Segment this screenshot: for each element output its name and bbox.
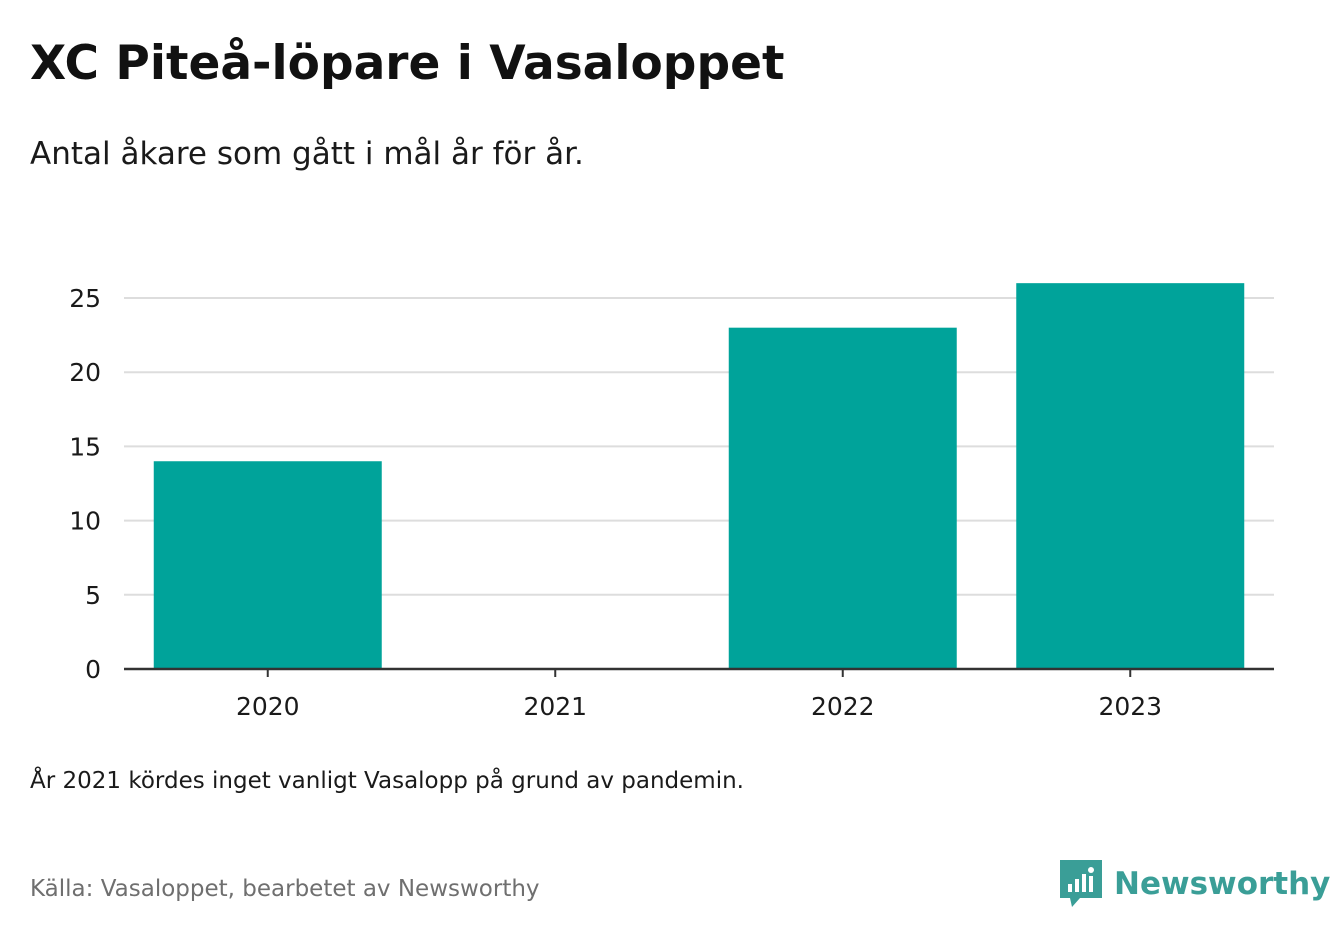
brand-name: Newsworthy [1114, 866, 1331, 902]
x-tick-label: 2021 [523, 692, 587, 721]
x-tick-label: 2020 [236, 692, 300, 721]
x-tick-label: 2022 [811, 692, 875, 721]
bar-chart: 0 5 10 15 20 25 2020 2021 2022 2023 [69, 283, 1274, 721]
bar [1016, 283, 1245, 669]
y-tick-label: 10 [69, 507, 101, 536]
chart-subtitle: Antal åkare som gått i mål år för år. [30, 136, 584, 172]
y-tick-label: 25 [69, 284, 101, 313]
bar [728, 327, 957, 669]
y-tick-label: 15 [69, 432, 101, 461]
bars [153, 283, 1245, 669]
y-axis-ticks: 0 5 10 15 20 25 [69, 284, 101, 684]
y-tick-label: 5 [85, 581, 101, 610]
newsworthy-logo-icon [1060, 860, 1102, 907]
y-tick-label: 20 [69, 358, 101, 387]
x-tick-label: 2023 [1098, 692, 1162, 721]
x-axis-ticks: 2020 2021 2022 2023 [236, 669, 1162, 721]
y-tick-label: 0 [85, 655, 101, 684]
source-credit: Källa: Vasaloppet, bearbetet av Newswort… [30, 876, 540, 902]
bar [153, 461, 382, 669]
brand-logo[interactable]: Newsworthy [1060, 860, 1330, 908]
chart-title: XC Piteå-löpare i Vasaloppet [30, 36, 785, 91]
chart-note: År 2021 kördes inget vanligt Vasalopp på… [30, 768, 744, 794]
